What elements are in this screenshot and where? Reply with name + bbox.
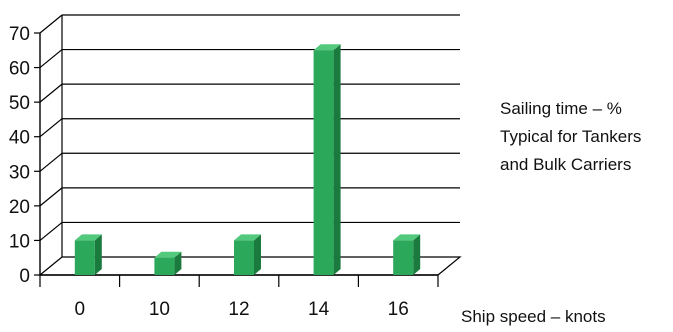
y-tick-label: 0: [19, 266, 30, 287]
grid-line-slant: [39, 14, 63, 34]
y-tick-label: 60: [9, 59, 30, 80]
bar: [234, 234, 261, 275]
legend-line-1: Sailing time – %: [500, 99, 622, 118]
bar-side: [413, 234, 421, 275]
bar-front: [393, 240, 414, 275]
bar-top: [74, 234, 102, 241]
bar-front: [154, 257, 175, 275]
bar-side: [94, 234, 102, 275]
bar: [74, 234, 102, 275]
y-tick-label: 50: [9, 93, 30, 114]
bar-top: [234, 234, 261, 241]
y-tick-label: 40: [9, 128, 30, 149]
bar-side: [333, 44, 341, 276]
bar-top: [154, 251, 182, 258]
x-tick-label: 12: [228, 299, 249, 320]
x-tick-label: 0: [75, 299, 86, 320]
grid-line-slant: [39, 83, 63, 103]
grid-line-slant: [39, 152, 63, 172]
bar-top: [313, 44, 341, 51]
grid-line-slant: [39, 187, 63, 207]
bar-front: [234, 240, 254, 275]
bar-front: [313, 50, 334, 276]
bar: [313, 44, 341, 276]
grid-line-slant: [39, 49, 63, 69]
x-axis-label: Ship speed – knots: [461, 307, 606, 326]
bar: [154, 251, 182, 275]
bar-side: [254, 234, 261, 275]
x-tick-label: 14: [308, 299, 330, 320]
y-tick-label: 20: [9, 197, 30, 218]
bar-side: [174, 251, 182, 275]
grid-lines: [39, 14, 460, 241]
legend-line-3: and Bulk Carriers: [500, 155, 631, 174]
grid-line-slant: [39, 118, 63, 138]
grid-line-slant: [39, 221, 63, 241]
axes: [38, 15, 462, 287]
y-tick-label: 70: [9, 24, 30, 45]
x-tick-label: 10: [149, 299, 170, 320]
bar-front: [74, 240, 95, 275]
legend-line-2: Typical for Tankers: [500, 127, 641, 146]
y-tick-label: 10: [9, 231, 30, 252]
bar-top: [393, 234, 421, 241]
y-tick-labels: 0 10 20 30 40 50 60 70: [9, 24, 40, 287]
x-tick-labels: 0 10 12 14 16: [75, 299, 409, 320]
y-tick-label: 30: [9, 162, 30, 183]
x-tick-label: 16: [388, 299, 409, 320]
bars: [74, 44, 421, 276]
bar: [393, 234, 421, 275]
